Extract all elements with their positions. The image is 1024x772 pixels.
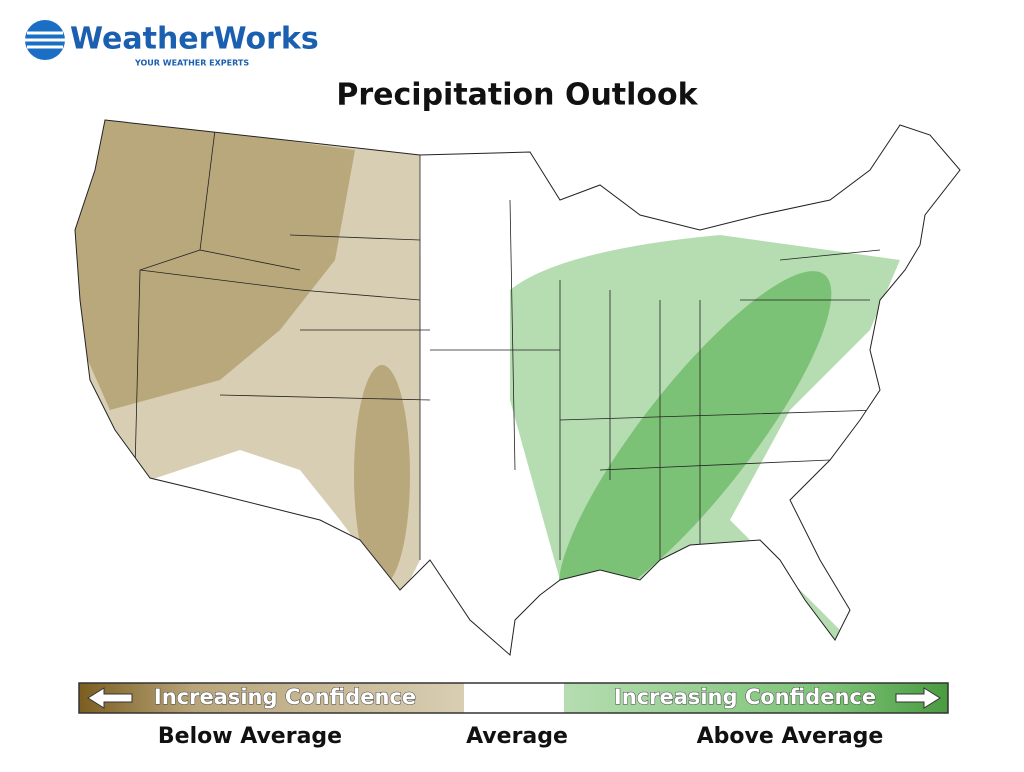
legend-above-bar: [564, 683, 948, 713]
legend-left-text: Increasing Confidence: [154, 685, 416, 709]
legend-right-text: Increasing Confidence: [614, 685, 876, 709]
logo-stripes: [25, 31, 65, 49]
us-outline: [74, 119, 961, 656]
legend-label: Below Average: [158, 724, 342, 749]
legend-border: [78, 682, 949, 714]
logo: WeatherWorks YOUR WEATHER EXPERTS: [25, 20, 319, 68]
above-average-dark: [558, 271, 832, 609]
texas-dark-area: [354, 365, 410, 585]
legend-label: Average: [466, 724, 568, 749]
legend-average-bar: [464, 683, 564, 713]
state-lines: [134, 129, 881, 560]
logo-tagline: YOUR WEATHER EXPERTS: [134, 59, 249, 68]
legend-label: Above Average: [697, 724, 884, 749]
right-arrow: [895, 687, 941, 709]
legend: Increasing Confidence Increasing Confide…: [78, 682, 949, 749]
legend-below-bar: [79, 683, 464, 713]
left-arrow: [87, 687, 133, 709]
below-average-dark: [75, 120, 355, 410]
logo-text: WeatherWorks: [70, 22, 319, 57]
map-title: Precipitation Outlook: [336, 78, 698, 113]
